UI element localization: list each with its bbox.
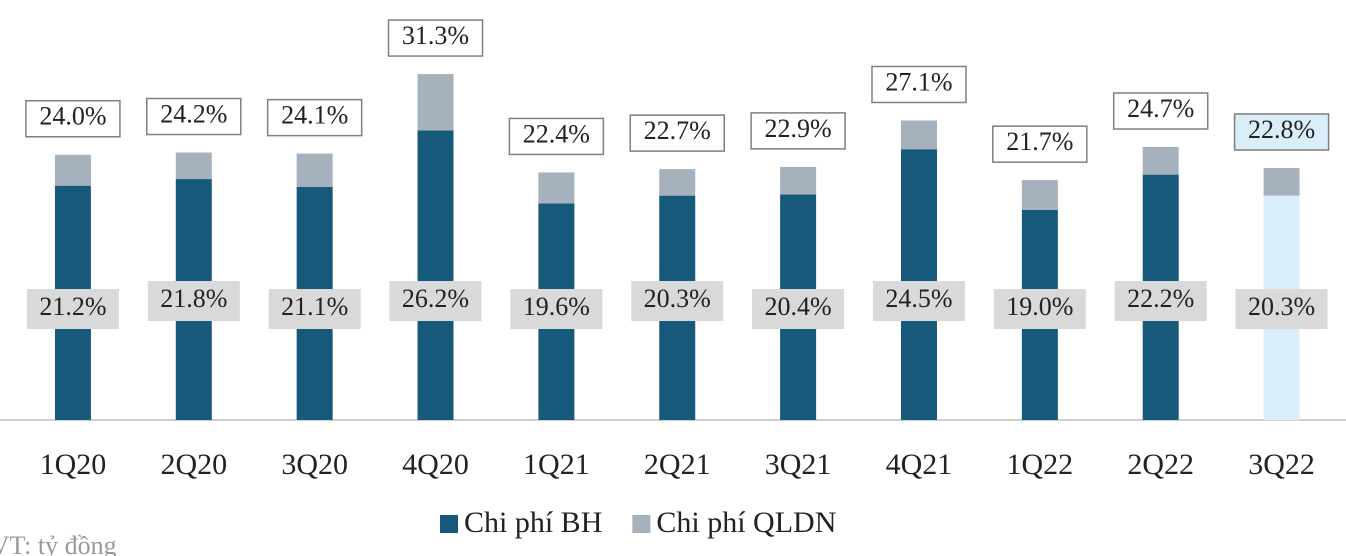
- total-label: 27.1%: [885, 67, 952, 96]
- bar-segment: [296, 153, 333, 187]
- value-label-box: [268, 289, 361, 329]
- total-label-box: [750, 112, 846, 150]
- total-label-box: [629, 114, 725, 152]
- value-label-box: [872, 281, 965, 321]
- total-label: 24.0%: [39, 102, 106, 131]
- value-label: 24.5%: [885, 284, 952, 313]
- value-label: 26.2%: [402, 284, 469, 313]
- legend-swatch: [440, 515, 458, 533]
- bar-segment: [1021, 180, 1058, 210]
- value-label: 19.0%: [1006, 292, 1073, 321]
- total-label-box: [871, 65, 967, 104]
- value-label-box: [389, 281, 482, 321]
- value-label: 20.3%: [1248, 292, 1315, 321]
- total-label-box: [1112, 92, 1209, 130]
- x-tick-label: 3Q21: [765, 448, 832, 481]
- total-label: 22.4%: [523, 119, 590, 148]
- total-label-box: [146, 97, 242, 136]
- bar-segment: [1142, 147, 1179, 175]
- total-label: 22.8%: [1248, 115, 1315, 144]
- value-label-box: [752, 289, 845, 329]
- bar-segment: [417, 130, 454, 420]
- total-label: 22.9%: [765, 114, 832, 143]
- bar-segment: [54, 154, 91, 186]
- value-label: 19.6%: [523, 292, 590, 321]
- total-label-box: [1233, 113, 1330, 151]
- total-label: 22.7%: [644, 116, 711, 145]
- value-label: 22.2%: [1127, 284, 1194, 313]
- total-label: 24.1%: [281, 101, 348, 130]
- total-label: 24.7%: [1127, 94, 1194, 123]
- x-tick-label: 2Q21: [644, 448, 711, 481]
- total-label-box: [266, 98, 363, 137]
- total-label-box: [387, 19, 484, 57]
- value-label-box: [631, 281, 724, 321]
- bar-segment: [538, 172, 575, 204]
- x-tick-label: 3Q22: [1248, 448, 1315, 481]
- bar-segment: [417, 74, 454, 131]
- total-label: 21.7%: [1006, 127, 1073, 156]
- total-label: 24.2%: [160, 99, 227, 128]
- bar-segment: [900, 120, 937, 150]
- value-label-box: [1114, 281, 1207, 321]
- value-label: 21.1%: [281, 292, 348, 321]
- bar-segment: [659, 169, 696, 196]
- value-label-box: [147, 281, 240, 321]
- bar-segment: [780, 166, 817, 195]
- value-label: 21.8%: [160, 284, 227, 313]
- legend-label: Chi phí QLDN: [656, 506, 836, 539]
- total-label-box: [992, 125, 1088, 163]
- bar-segment: [175, 152, 212, 180]
- value-label: 21.2%: [39, 292, 106, 321]
- total-label-box: [508, 117, 605, 156]
- x-tick-label: 1Q22: [1007, 448, 1074, 481]
- x-tick-label: 3Q20: [281, 448, 348, 481]
- x-tick-label: 2Q20: [160, 448, 227, 481]
- x-tick-label: 1Q20: [40, 448, 107, 481]
- value-label-box: [993, 289, 1086, 329]
- x-tick-label: 4Q20: [402, 448, 469, 481]
- value-label: 20.3%: [644, 284, 711, 313]
- value-label-box: [1235, 289, 1328, 329]
- x-tick-label: 1Q21: [523, 448, 590, 481]
- legend-swatch: [632, 515, 651, 533]
- x-tick-label: 2Q22: [1127, 448, 1194, 481]
- value-label-box: [26, 289, 119, 329]
- unit-note: ĐVT: tỷ đồng: [0, 531, 117, 556]
- total-label-box: [25, 99, 121, 138]
- bar-segment: [1263, 168, 1300, 196]
- legend-label: Chi phí BH: [464, 506, 602, 539]
- value-label: 20.4%: [765, 292, 832, 321]
- x-tick-label: 4Q21: [886, 448, 953, 481]
- value-label-box: [510, 289, 603, 329]
- total-label: 31.3%: [402, 21, 469, 50]
